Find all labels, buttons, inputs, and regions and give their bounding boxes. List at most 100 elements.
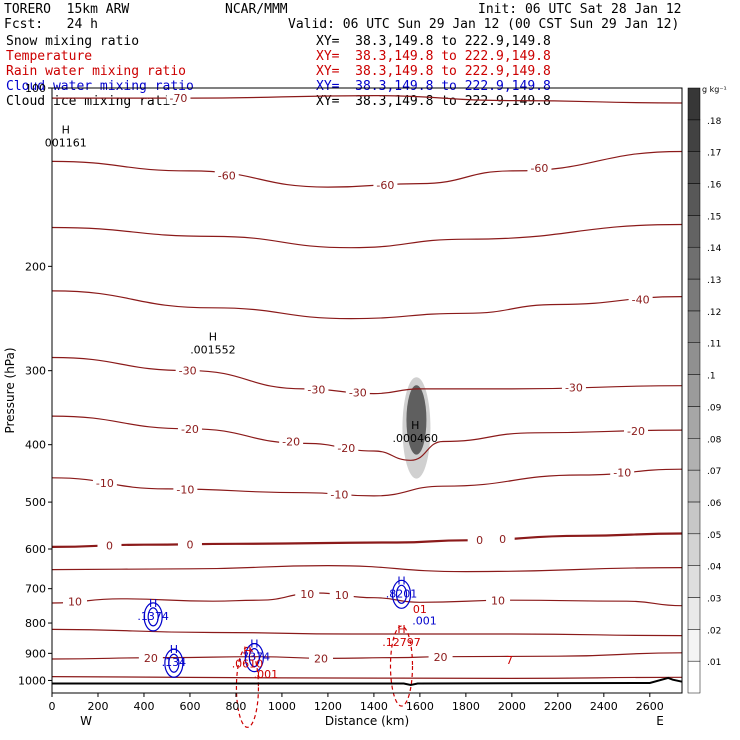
x-tick-label: 1200 xyxy=(314,700,342,713)
isotherm-label: -10 xyxy=(176,483,194,496)
isotherm-label: -20 xyxy=(627,425,645,438)
isotherm-line xyxy=(51,223,683,249)
isotherm-label: -10 xyxy=(96,477,114,490)
cloud-ice-core xyxy=(406,385,427,455)
maximum-marker: H xyxy=(62,123,70,136)
colorbar-tick-label: .08 xyxy=(707,435,722,445)
field-snow: Snow mixing ratio xyxy=(6,34,140,49)
field-temperature-xy: XY= 38.3,149.8 to 222.9,149.8 xyxy=(316,49,551,64)
isotherm-line xyxy=(51,150,683,188)
colorbar-tick-label: .05 xyxy=(707,531,721,541)
isotherm-label-bg xyxy=(490,532,515,545)
isotherm-label: 10 xyxy=(491,594,505,607)
isotherm-label: -10 xyxy=(613,467,631,480)
isotherm-label: -30 xyxy=(179,364,197,377)
colorbar-tick-label: .16 xyxy=(707,181,722,191)
isotherm-line xyxy=(51,290,683,320)
colorbar-tick-label: .07 xyxy=(707,467,721,477)
isotherm-label: -10 xyxy=(330,488,348,501)
maximum-marker: H xyxy=(411,419,419,432)
isotherm-line xyxy=(51,356,683,395)
colorbar-tick-label: .1 xyxy=(707,372,716,382)
east-label: E xyxy=(656,714,664,728)
colorbar-tick-label: .04 xyxy=(707,563,722,573)
x-tick-label: 1600 xyxy=(406,700,434,713)
isotherm-label: -20 xyxy=(282,436,300,449)
x-tick-label: 600 xyxy=(179,700,200,713)
isotherm-label-bg xyxy=(304,383,329,396)
isotherm-label-bg xyxy=(166,92,191,105)
isotherm-label-bg xyxy=(467,533,492,546)
field-cloud-water-xy: XY= 38.3,149.8 to 222.9,149.8 xyxy=(316,79,551,94)
isotherm-line xyxy=(51,652,683,660)
x-tick-label: 2200 xyxy=(544,700,572,713)
isotherm-label-bg xyxy=(62,595,87,608)
isotherm-line xyxy=(51,592,683,607)
cloud-water-contour xyxy=(168,653,180,673)
terrain-line xyxy=(52,676,683,687)
field-cloud-water: Cloud water mixing ratio xyxy=(6,79,194,94)
maximum-value: .7374 xyxy=(239,651,271,664)
field-snow-xy: XY= 38.3,149.8 to 222.9,149.8 xyxy=(316,34,551,49)
colorbar-tick-label: .12 xyxy=(707,308,721,318)
colorbar-swatch xyxy=(687,151,701,184)
isotherm-line xyxy=(51,628,683,637)
maximum-marker: H xyxy=(250,638,258,651)
colorbar-swatch xyxy=(687,565,701,598)
isotherm-label: -30 xyxy=(307,384,325,397)
colorbar-swatch xyxy=(687,660,701,694)
colorbar-swatch xyxy=(687,501,701,535)
isotherm-label: 0 xyxy=(499,533,506,546)
colorbar-swatch xyxy=(687,246,701,280)
rain-contour xyxy=(235,646,260,728)
maximum-value: .0610 xyxy=(232,657,264,670)
x-tick-label: 400 xyxy=(133,700,154,713)
isotherm-label-bg xyxy=(295,588,320,601)
isotherm-label-bg xyxy=(173,483,198,496)
isotherm-label: 0 xyxy=(186,538,193,551)
isotherm-label-bg xyxy=(486,594,511,607)
field-rain-xy: XY= 38.3,149.8 to 222.9,149.8 xyxy=(316,64,551,79)
isotherm-label-bg xyxy=(92,476,117,489)
contour-label: 7 xyxy=(506,654,513,667)
init-time: Init: 06 UTC Sat 28 Jan 12 xyxy=(478,2,682,17)
isotherm-line xyxy=(51,564,683,573)
isotherm-line xyxy=(51,676,683,680)
colorbar-swatch xyxy=(687,310,701,343)
cloud-water-contour xyxy=(395,584,408,604)
x-tick-label: 0 xyxy=(49,700,56,713)
colorbar-swatch xyxy=(687,629,701,662)
maximum-marker: H xyxy=(170,643,178,656)
colorbar-tick-label: .06 xyxy=(707,499,722,509)
isotherm-label-bg xyxy=(527,161,552,174)
maximum-value: .8201 xyxy=(386,587,418,600)
isotherm-label-bg xyxy=(373,178,398,191)
isotherm-label: -70 xyxy=(169,92,187,105)
colorbar-swatch xyxy=(687,438,701,471)
field-rain: Rain water mixing ratio xyxy=(6,64,187,79)
isotherm-label-bg xyxy=(610,466,635,479)
maximum-marker: H xyxy=(397,623,405,636)
isotherm-label-bg xyxy=(214,169,239,182)
isotherm-label: -30 xyxy=(565,382,583,395)
isotherm-label: 0 xyxy=(476,534,483,547)
isotherm-label: -60 xyxy=(376,179,394,192)
isotherm-label: 10 xyxy=(68,596,82,609)
isotherm-label: 10 xyxy=(300,588,314,601)
isotherm-label-bg xyxy=(138,651,163,664)
isotherm-label: 0 xyxy=(106,540,113,553)
maximum-value: .134 xyxy=(162,656,187,669)
maximum-marker: H xyxy=(243,644,251,657)
y-tick-label: 1000 xyxy=(18,674,46,687)
colorbar-swatch xyxy=(687,374,701,407)
y-tick-label: 200 xyxy=(25,260,46,273)
isotherm-label: 20 xyxy=(314,652,328,665)
colorbar-tick-label: .14 xyxy=(707,244,722,254)
isotherm-line xyxy=(51,468,683,497)
y-tick-label: 700 xyxy=(25,583,46,596)
colorbar-tick-label: .18 xyxy=(707,117,722,127)
maximum-value: .1374 xyxy=(137,610,169,623)
field-cloud-ice-xy: XY= 38.3,149.8 to 222.9,149.8 xyxy=(316,94,551,109)
y-tick-label: 100 xyxy=(25,82,46,95)
x-tick-label: 2400 xyxy=(590,700,618,713)
